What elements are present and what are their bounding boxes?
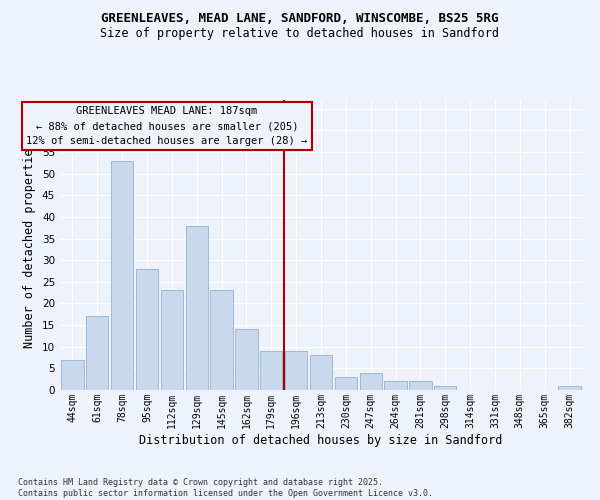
Bar [136,269,158,390]
Bar [86,316,109,390]
Bar [385,382,407,390]
Text: Contains HM Land Registry data © Crown copyright and database right 2025.
Contai: Contains HM Land Registry data © Crown c… [18,478,433,498]
Bar [434,386,457,390]
Text: Size of property relative to detached houses in Sandford: Size of property relative to detached ho… [101,28,499,40]
Bar [111,160,133,390]
Bar [185,226,208,390]
Bar [235,330,257,390]
Bar [161,290,183,390]
Y-axis label: Number of detached properties: Number of detached properties [23,142,37,348]
Bar [260,351,283,390]
Bar [409,382,431,390]
Bar [559,386,581,390]
Bar [359,372,382,390]
Text: GREENLEAVES MEAD LANE: 187sqm
← 88% of detached houses are smaller (205)
12% of : GREENLEAVES MEAD LANE: 187sqm ← 88% of d… [26,106,308,146]
Bar [61,360,83,390]
Bar [211,290,233,390]
Bar [310,356,332,390]
Bar [285,351,307,390]
Bar [335,377,357,390]
Text: GREENLEAVES, MEAD LANE, SANDFORD, WINSCOMBE, BS25 5RG: GREENLEAVES, MEAD LANE, SANDFORD, WINSCO… [101,12,499,26]
X-axis label: Distribution of detached houses by size in Sandford: Distribution of detached houses by size … [139,434,503,446]
